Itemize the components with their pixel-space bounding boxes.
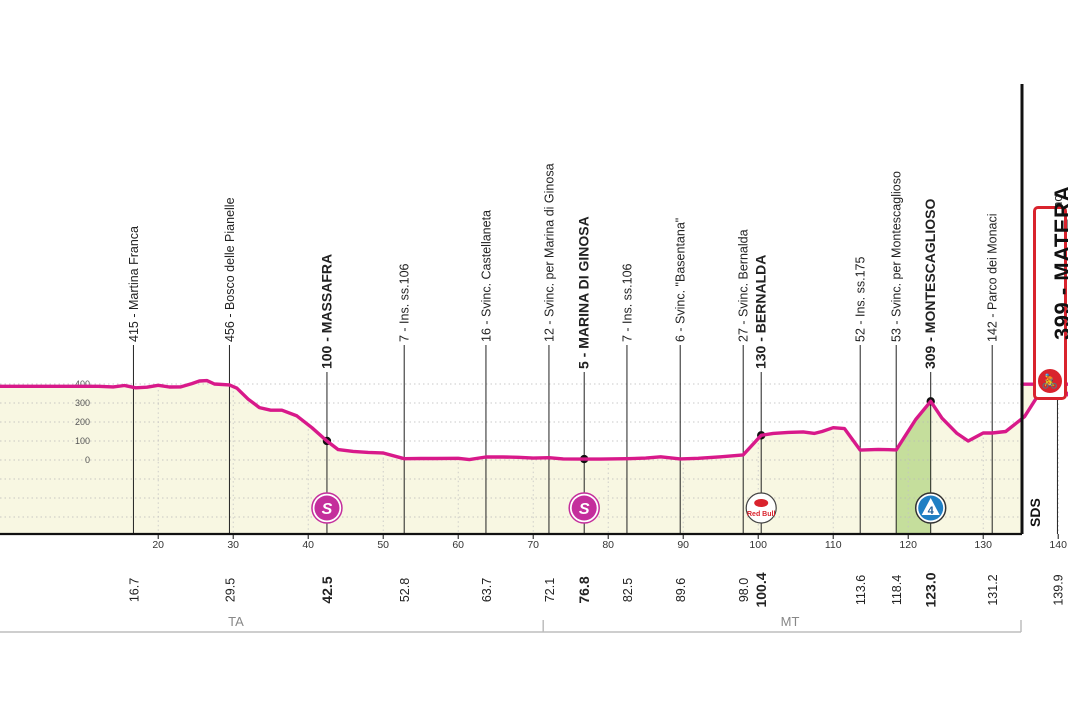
waypoint-km-label: 89.6	[674, 578, 688, 602]
finish-label: 399 - MATERA	[1050, 185, 1068, 340]
waypoint-label: 7 - Ins. ss.106	[398, 263, 412, 342]
x-tick-label: 30	[227, 539, 239, 551]
x-tick-label: 130	[974, 539, 992, 551]
waypoint-km-label: 139.9	[1051, 574, 1065, 605]
altitude-tick-label: 0	[85, 455, 90, 465]
x-tick-label: 110	[825, 539, 842, 551]
waypoint-km-label: 16.7	[127, 578, 141, 602]
sprint-icon	[571, 495, 597, 521]
waypoint-label: 6 - Svinc. "Basentana"	[674, 218, 688, 342]
waypoint-markers: 415 - Martina Franca 16.7 456 - Bosco dell…	[127, 163, 1065, 607]
event-badges: S S Red Bull 4	[311, 492, 947, 524]
altitude-tick-label: 400	[75, 379, 90, 389]
waypoint-label: 53 - Svinc. per Montescaglioso	[890, 171, 904, 342]
waypoint-label: 27 - Svinc. Bernalda	[737, 229, 751, 342]
altitude-tick-labels: 0 100 200 300 400	[75, 379, 90, 465]
waypoint-label: 309 - MONTESCAGLIOSO	[922, 199, 938, 369]
province-label: TA	[228, 614, 244, 629]
sprint-icon	[314, 495, 340, 521]
waypoint-label: 52 - Ins. ss.175	[854, 256, 868, 342]
cyclist-icon: 🚴	[1036, 367, 1064, 395]
waypoint-km-label: 52.8	[398, 578, 412, 602]
x-tick-label: 50	[377, 539, 389, 551]
waypoint-label: 415 - Martina Franca	[127, 226, 141, 342]
mountain-shape	[921, 498, 940, 515]
redbull-icon	[745, 492, 777, 524]
waypoint-km-label: 123.0	[923, 572, 939, 607]
waypoint-km-label: 76.8	[576, 576, 592, 603]
profile-fill	[0, 380, 1068, 534]
province-bar: TA MT	[0, 614, 1022, 633]
sds-label: SDS	[1027, 498, 1043, 527]
sprint-letter: S	[579, 501, 590, 518]
waypoint-km-label: 100.4	[753, 572, 769, 607]
redbull-bull-shape	[754, 499, 769, 507]
climb-category-label: 4	[928, 505, 935, 517]
redbull-label: Red Bull	[747, 511, 775, 518]
waypoint-label: 142 - Parco dei Monaci	[986, 213, 1000, 342]
x-tick-label: 90	[677, 539, 689, 551]
sprint-letter: S	[322, 501, 333, 518]
waypoint-km-label: 98.0	[737, 578, 751, 602]
x-tick-label: 100	[749, 539, 767, 551]
x-tick-label: 20	[152, 539, 164, 551]
waypoint-label: 16 - Svinc. Castellaneta	[479, 210, 493, 342]
province-label: MT	[781, 614, 800, 629]
waypoint-km-label: 131.2	[986, 574, 1000, 605]
waypoint-label: 130 - BERNALDA	[753, 255, 769, 369]
waypoint-km-label: 63.7	[480, 578, 494, 602]
altitude-tick-label: 100	[75, 436, 90, 446]
x-tick-label: 70	[527, 539, 539, 551]
profile-line-path	[0, 378, 1068, 462]
waypoint-km-label: 113.6	[854, 575, 868, 605]
waypoint-label: 12 - Svinc. per Marina di Ginosa	[542, 163, 556, 342]
x-tick-label: 80	[602, 539, 614, 551]
waypoint-km-label: 82.5	[621, 578, 635, 602]
x-tick-label: 120	[899, 539, 917, 551]
profile-line	[0, 378, 1068, 462]
waypoint-label: 456 - Bosco delle Pianelle	[223, 197, 237, 342]
x-tick-label: 140	[1049, 539, 1067, 551]
altitude-tick-label: 200	[75, 417, 90, 427]
x-tick-label: 40	[302, 539, 314, 551]
grid-lines	[0, 383, 1059, 534]
altitude-tick-label: 300	[75, 398, 90, 408]
waypoint-label: 7 - Ins. ss.106	[620, 263, 634, 342]
waypoint-km-label: 118.4	[890, 575, 904, 605]
waypoint-label: 100 - MASSAFRA	[318, 254, 334, 369]
waypoint-km-label: 42.5	[319, 576, 335, 603]
waypoint-label: 5 - MARINA DI GINOSA	[576, 216, 592, 369]
waypoint-km-label: 72.1	[543, 578, 557, 602]
distance-axis: 2030405060708090100110120130140150	[0, 532, 1067, 551]
waypoint-km-label: 29.5	[223, 578, 237, 602]
x-tick-label: 60	[452, 539, 464, 551]
